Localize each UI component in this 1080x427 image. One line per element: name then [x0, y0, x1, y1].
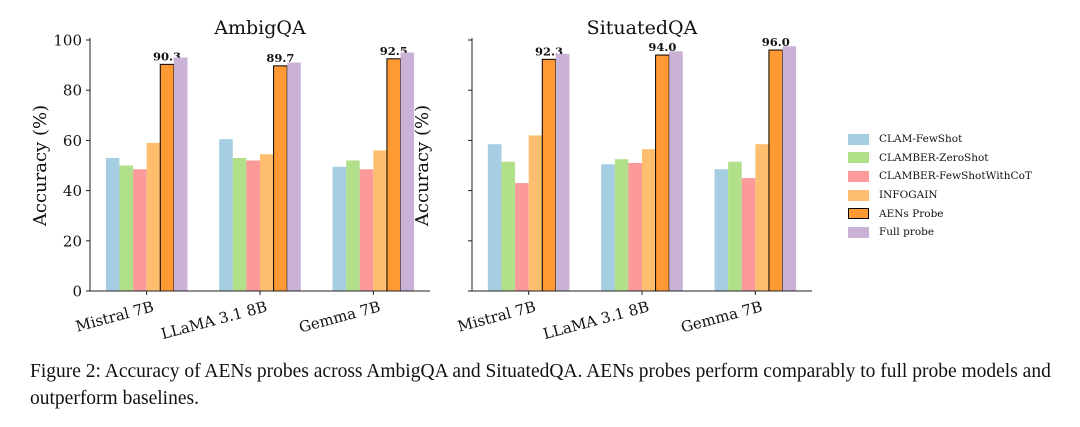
bar-clamber-fewshotwithcot	[741, 178, 756, 291]
legend-label: CLAMBER-ZeroShot	[879, 151, 989, 164]
bar-clamber-fewshotwithcot	[133, 169, 147, 291]
bar-aens-probe	[768, 49, 784, 292]
legend-item: Full probe	[848, 223, 1032, 242]
bar-aens-probe	[273, 65, 288, 292]
legend-swatch	[848, 152, 869, 164]
bar-clam-fewshot	[105, 157, 120, 291]
legend-swatch	[848, 133, 869, 145]
legend-item: CLAMBER-ZeroShot	[848, 149, 1032, 168]
x-tick-label: LLaMA 3.1 8B	[541, 297, 651, 343]
x-tick-label: LLaMA 3.1 8B	[159, 297, 269, 343]
y-axis-label: Accuracy (%)	[412, 105, 433, 227]
data-label: 89.7	[266, 51, 294, 65]
bar-infogain	[146, 142, 161, 291]
bar-clamber-zeroshot	[119, 165, 134, 291]
y-tick-label: 0	[72, 283, 82, 301]
y-tick-label: 80	[63, 82, 82, 100]
bar-aens-probe	[386, 58, 402, 292]
bar-clam-fewshot	[487, 144, 502, 291]
bar-aens-probe	[159, 63, 175, 292]
bar-clamber-zeroshot	[232, 157, 247, 291]
legend-label: CLAM-FewShot	[879, 133, 963, 146]
legend-item: CLAMBER-FewShotWithCoT	[848, 167, 1032, 186]
bar-full-probe	[400, 52, 415, 291]
bar-infogain	[528, 135, 543, 291]
legend-label: CLAMBER-FewShotWithCoT	[879, 170, 1032, 183]
y-tick-label: 20	[63, 232, 82, 250]
bar-infogain	[755, 144, 769, 291]
bar-aens-probe	[655, 54, 670, 292]
bar-full-probe	[782, 46, 797, 291]
legend-swatch	[848, 208, 869, 220]
bar-infogain	[642, 149, 656, 291]
bar-clam-fewshot	[714, 169, 729, 291]
bar-aens-probe	[541, 58, 557, 292]
y-axis-label: Accuracy (%)	[30, 105, 51, 227]
legend-item: AENs Probe	[848, 204, 1032, 223]
bar-clamber-zeroshot	[501, 161, 516, 291]
data-label: 96.0	[762, 35, 790, 49]
bar-full-probe	[555, 53, 570, 292]
bar-full-probe	[669, 51, 683, 291]
legend-label: Full probe	[879, 226, 935, 239]
figure-caption: Figure 2: Accuracy of AENs probes across…	[30, 361, 1051, 409]
bar-clamber-fewshotwithcot	[359, 169, 374, 291]
legend-item: INFOGAIN	[848, 186, 1032, 205]
data-label: 94.0	[648, 40, 676, 54]
bar-clamber-fewshotwithcot	[515, 183, 529, 291]
bar-infogain	[260, 154, 274, 291]
legend-swatch	[848, 189, 869, 201]
bar-clamber-fewshotwithcot	[246, 160, 260, 291]
x-tick-label: Mistral 7B	[456, 297, 538, 335]
x-tick-label: Gemma 7B	[679, 297, 764, 336]
x-tick-label: Mistral 7B	[74, 297, 156, 335]
bar-full-probe	[287, 62, 301, 292]
bar-clamber-zeroshot	[614, 159, 629, 291]
bar-clamber-zeroshot	[346, 160, 360, 291]
legend-item: CLAM-FewShot	[848, 130, 1032, 149]
bar-clamber-zeroshot	[728, 161, 742, 291]
legend-label: INFOGAIN	[879, 189, 938, 202]
bar-clam-fewshot	[332, 166, 347, 291]
chart-title: AmbigQA	[213, 17, 306, 39]
y-tick-label: 100	[53, 32, 82, 50]
x-tick-label: Gemma 7B	[297, 297, 382, 336]
bar-clamber-fewshotwithcot	[628, 162, 642, 291]
bar-full-probe	[173, 57, 188, 291]
y-tick-label: 40	[63, 182, 82, 200]
chart-title: SituatedQA	[587, 17, 698, 39]
y-tick-label: 60	[63, 132, 82, 150]
legend-swatch	[848, 226, 869, 238]
legend-label: AENs Probe	[879, 207, 944, 220]
chart-legend: CLAM-FewShot CLAMBER-ZeroShot CLAMBER-FewS…	[848, 130, 1032, 242]
bar-clam-fewshot	[219, 139, 233, 291]
bar-clam-fewshot	[601, 164, 615, 291]
legend-swatch	[848, 170, 869, 182]
bar-infogain	[373, 150, 387, 291]
